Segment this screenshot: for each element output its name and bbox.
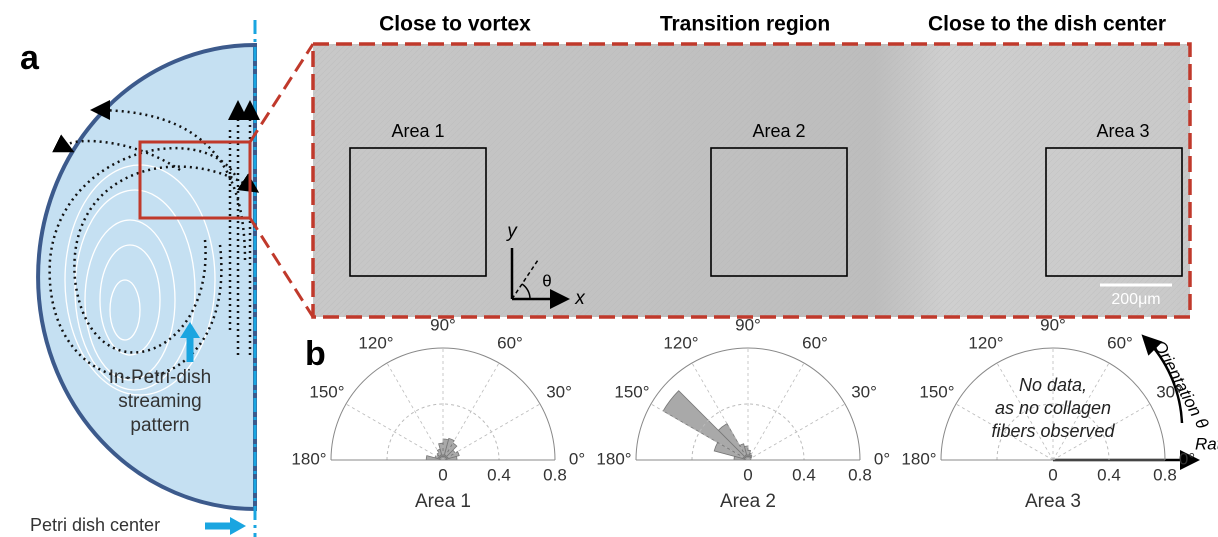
r-grid — [330, 347, 556, 461]
chart-title: Area 3 — [1025, 491, 1081, 512]
caption-arrow-head — [180, 322, 200, 338]
theta-tick-label: 90° — [1040, 315, 1066, 334]
annotation: fibers observed — [991, 421, 1115, 441]
r-tick-label: 0 — [438, 465, 447, 484]
theta-tick-label: 60° — [497, 333, 523, 352]
angle-arc — [521, 283, 531, 300]
theta-tick-label: 0° — [569, 449, 585, 468]
area-box — [710, 147, 848, 277]
r-grid — [940, 347, 1166, 461]
theta-tick-label: 180° — [291, 449, 326, 468]
theta-tick-label: 150° — [614, 382, 649, 401]
theta-tick-label: 0° — [1179, 449, 1195, 468]
theta-tick-label: 30° — [1156, 382, 1182, 401]
r-tick-label: 0.4 — [1097, 465, 1121, 484]
image-header: Transition region — [660, 13, 830, 36]
theta-grid — [691, 362, 749, 461]
panel-label: a — [20, 39, 40, 77]
theta-grid — [996, 362, 1054, 461]
area-label: Area 1 — [391, 121, 444, 141]
image-frame — [311, 42, 1192, 319]
area-box — [1045, 147, 1183, 277]
flow-lines — [48, 100, 260, 380]
axis-label: y — [505, 221, 518, 242]
scale-bar-label: 200μm — [1111, 291, 1160, 308]
r-grid — [386, 403, 500, 461]
theta-tick-label: 30° — [546, 382, 572, 401]
caption: pattern — [130, 415, 189, 436]
r-grid — [635, 347, 861, 461]
area-label: Area 3 — [1096, 121, 1149, 141]
center-label: Petri dish center — [30, 515, 160, 535]
theta-grid — [442, 362, 500, 461]
theta-tick-label: 180° — [596, 449, 631, 468]
r-tick-label: 0 — [1048, 465, 1057, 484]
chart-title: Area 1 — [415, 491, 471, 512]
area-box — [349, 147, 487, 277]
zoom-box — [138, 140, 252, 220]
angle-line — [511, 259, 539, 300]
orientation-arrow — [1141, 334, 1184, 424]
annotation: No data, — [1019, 375, 1087, 395]
angle-label: θ — [542, 271, 551, 290]
micrograph-texture — [313, 44, 1190, 317]
axes-arrows — [510, 248, 565, 299]
theta-grid — [386, 362, 444, 461]
zoom-lines — [248, 43, 315, 318]
theta-tick-label: 90° — [430, 315, 456, 334]
caption: streaming — [118, 391, 201, 412]
center-arrow-head — [230, 517, 246, 535]
theta-grid — [650, 403, 749, 461]
theta-tick-label: 150° — [919, 382, 954, 401]
wedge — [713, 441, 749, 461]
theta-tick-label: 120° — [663, 333, 698, 352]
theta-tick-label: 120° — [358, 333, 393, 352]
theta-tick-label: 30° — [851, 382, 877, 401]
theta-tick-label: 120° — [968, 333, 1003, 352]
theta-tick-label: 150° — [309, 382, 344, 401]
theta-tick-label: 60° — [802, 333, 828, 352]
theta-tick-label: 0° — [874, 449, 890, 468]
r-tick-label: 0.4 — [792, 465, 816, 484]
annotation: as no collagen — [995, 398, 1111, 418]
dish — [36, 42, 257, 512]
r-tick-label: 0 — [743, 465, 752, 484]
wedge — [662, 390, 749, 461]
panel-label: b — [305, 335, 326, 373]
axis-label: x — [574, 288, 586, 309]
r-grid — [691, 403, 805, 461]
chart-title: Area 2 — [720, 491, 776, 512]
theta-tick-label: 60° — [1107, 333, 1133, 352]
theta-tick-label: 90° — [735, 315, 761, 334]
r-grid — [996, 403, 1110, 461]
area-label: Area 2 — [752, 121, 805, 141]
r-tick-label: 0.8 — [848, 465, 872, 484]
theta-grid — [955, 403, 1054, 461]
caption: In-Petri-dish — [109, 367, 211, 388]
theta-grid — [1052, 362, 1110, 461]
r-tick-label: 0.4 — [487, 465, 511, 484]
theta-grid — [345, 403, 444, 461]
image-header: Close to vortex — [379, 13, 531, 36]
image-header: Close to the dish center — [928, 13, 1166, 36]
r-tick-label: 0.8 — [1153, 465, 1177, 484]
ratio-label: Ratio — [1195, 434, 1218, 453]
r-tick-label: 0.8 — [543, 465, 567, 484]
theta-grid — [747, 362, 805, 461]
theta-tick-label: 180° — [901, 449, 936, 468]
